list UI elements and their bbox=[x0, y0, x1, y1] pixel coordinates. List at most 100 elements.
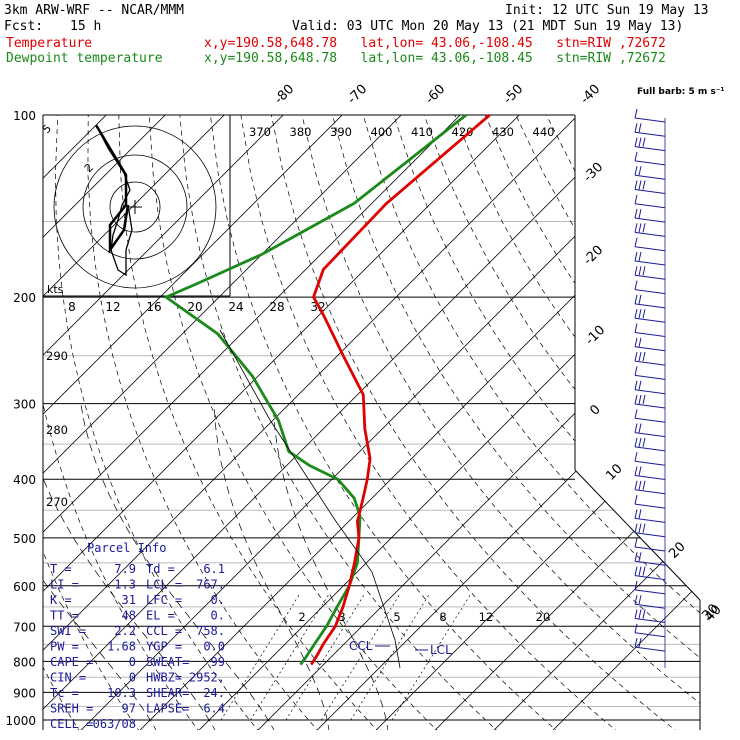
moist-adiabat-line bbox=[43, 403, 158, 730]
wind-barb bbox=[634, 280, 666, 295]
parcel-info-key: SWEAT= bbox=[146, 655, 189, 669]
parcel-info-key: LI = bbox=[50, 578, 79, 592]
isotherm-label: -50 bbox=[501, 82, 527, 108]
wind-barb-shaft bbox=[634, 403, 666, 409]
wind-barb-flag bbox=[634, 309, 638, 319]
wind-barb-flag bbox=[642, 566, 646, 576]
parcel-info-value: 48 bbox=[122, 609, 136, 623]
theta-e-label: 400 bbox=[371, 125, 393, 139]
wind-barb-shaft bbox=[634, 360, 666, 366]
parcel-info-value: 7.9 bbox=[114, 562, 136, 576]
wind-barb-shaft bbox=[634, 160, 666, 166]
isotherm-label: 10 bbox=[603, 461, 625, 483]
parcel-info-key: CELL = bbox=[50, 717, 93, 731]
wind-barb-shaft bbox=[634, 618, 666, 623]
wind-barb bbox=[634, 394, 666, 409]
moist-adiabat-line bbox=[43, 403, 217, 730]
wind-barb-flag bbox=[638, 509, 642, 519]
wind-barb bbox=[634, 409, 666, 423]
dry-adiabat-line bbox=[210, 115, 560, 730]
isotherm-line bbox=[373, 115, 700, 730]
dry-adiabat-line bbox=[179, 115, 500, 730]
isotherm-line bbox=[432, 115, 700, 730]
pressure-tick-label: 400 bbox=[13, 473, 36, 487]
parcel-path-line bbox=[219, 329, 401, 669]
hodograph-speed-label: 16 bbox=[146, 300, 161, 314]
wind-barb-flag bbox=[638, 480, 642, 490]
wind-barb-shaft bbox=[634, 174, 666, 180]
wind-barb-shaft bbox=[634, 517, 666, 523]
wind-barb bbox=[634, 423, 666, 438]
theta-label: 280 bbox=[46, 423, 68, 437]
parcel-info-value: 6.1 bbox=[203, 562, 225, 576]
parcel-info-value: 767. bbox=[196, 578, 225, 592]
wind-barb-flag bbox=[642, 180, 646, 190]
pressure-tick-label: 600 bbox=[13, 580, 36, 594]
moist-adiabat-line bbox=[213, 403, 330, 730]
mixing-ratio-line bbox=[391, 594, 471, 721]
wind-barb bbox=[634, 609, 666, 623]
isotherm-line bbox=[196, 115, 700, 730]
wind-barb-flag bbox=[638, 251, 642, 262]
parcel-info-value: 24. bbox=[203, 686, 225, 700]
isotherm-label: -10 bbox=[583, 323, 609, 349]
theta-label: 290 bbox=[46, 349, 68, 363]
wind-barb-flag bbox=[634, 394, 638, 405]
wind-barb-shaft bbox=[634, 246, 666, 252]
parcel-info-key: SHEAR= bbox=[146, 686, 189, 700]
wind-barb-flag bbox=[638, 208, 642, 219]
wind-barb bbox=[634, 466, 666, 480]
wind-barb-flag bbox=[634, 609, 638, 619]
model-title: 3km ARW-WRF -- NCAR/MMM bbox=[4, 3, 185, 18]
wind-barb-flag bbox=[642, 609, 646, 619]
wind-barb-flag bbox=[634, 108, 638, 119]
isotherm-label: -20 bbox=[581, 243, 607, 269]
wind-barb-flag bbox=[634, 580, 638, 591]
parcel-info-key: PW = bbox=[50, 640, 79, 654]
wind-barb-flag bbox=[642, 223, 646, 233]
pressure-tick-label: 500 bbox=[13, 532, 36, 546]
wind-barb-flag bbox=[638, 523, 642, 533]
dry-adiabat-line bbox=[484, 115, 700, 730]
parcel-info-value: 0.0 bbox=[203, 640, 225, 654]
hodograph-speed-label: 12 bbox=[105, 300, 120, 314]
wind-barb-flag bbox=[634, 180, 638, 190]
wind-barb-flag bbox=[642, 394, 646, 405]
parcel-info-value: 0 bbox=[129, 655, 136, 669]
wind-barb bbox=[634, 380, 666, 395]
wind-barb-flag bbox=[634, 466, 638, 476]
isotherm-line bbox=[43, 115, 312, 730]
wind-barb-flag bbox=[634, 494, 638, 505]
wind-barb-shaft bbox=[634, 546, 666, 552]
wind-barb-flag bbox=[638, 337, 642, 347]
dewpoint-legend-label: Dewpoint temperature bbox=[6, 51, 163, 66]
parcel-info-value: 10.3 bbox=[107, 686, 136, 700]
isotherm-label: 0 bbox=[587, 402, 603, 418]
parcel-info-key: TT = bbox=[50, 609, 79, 623]
dry-adiabat-line bbox=[87, 115, 321, 730]
wind-barb-flag bbox=[634, 237, 638, 247]
dewpoint-profile-line bbox=[164, 113, 467, 666]
wind-barb-shaft bbox=[634, 189, 666, 194]
wind-barb bbox=[634, 294, 666, 309]
valid-time: Valid: 03 UTC Mon 20 May 13 (21 MDT Sun … bbox=[292, 19, 684, 34]
theta-e-label: 420 bbox=[452, 125, 474, 139]
wind-barb-shaft bbox=[634, 432, 666, 438]
parcel-info-key: LFC = bbox=[146, 593, 182, 607]
wind-barb-flag bbox=[638, 123, 642, 133]
dry-adiabat-line bbox=[607, 115, 700, 730]
isotherm-line bbox=[491, 115, 700, 730]
parcel-info-key: T = bbox=[50, 562, 72, 576]
wind-barb bbox=[634, 108, 666, 123]
isotherm-label: -60 bbox=[423, 82, 449, 108]
dry-adiabat-line bbox=[148, 115, 440, 730]
wind-barb-flag bbox=[634, 323, 638, 333]
wind-barb bbox=[634, 366, 666, 380]
parcel-info-key: CIN = bbox=[50, 671, 86, 685]
wind-barb-flag bbox=[638, 223, 642, 233]
wind-barb-flag bbox=[634, 380, 638, 390]
wind-barb-flag bbox=[634, 423, 638, 433]
wind-barb-flag bbox=[634, 266, 638, 276]
